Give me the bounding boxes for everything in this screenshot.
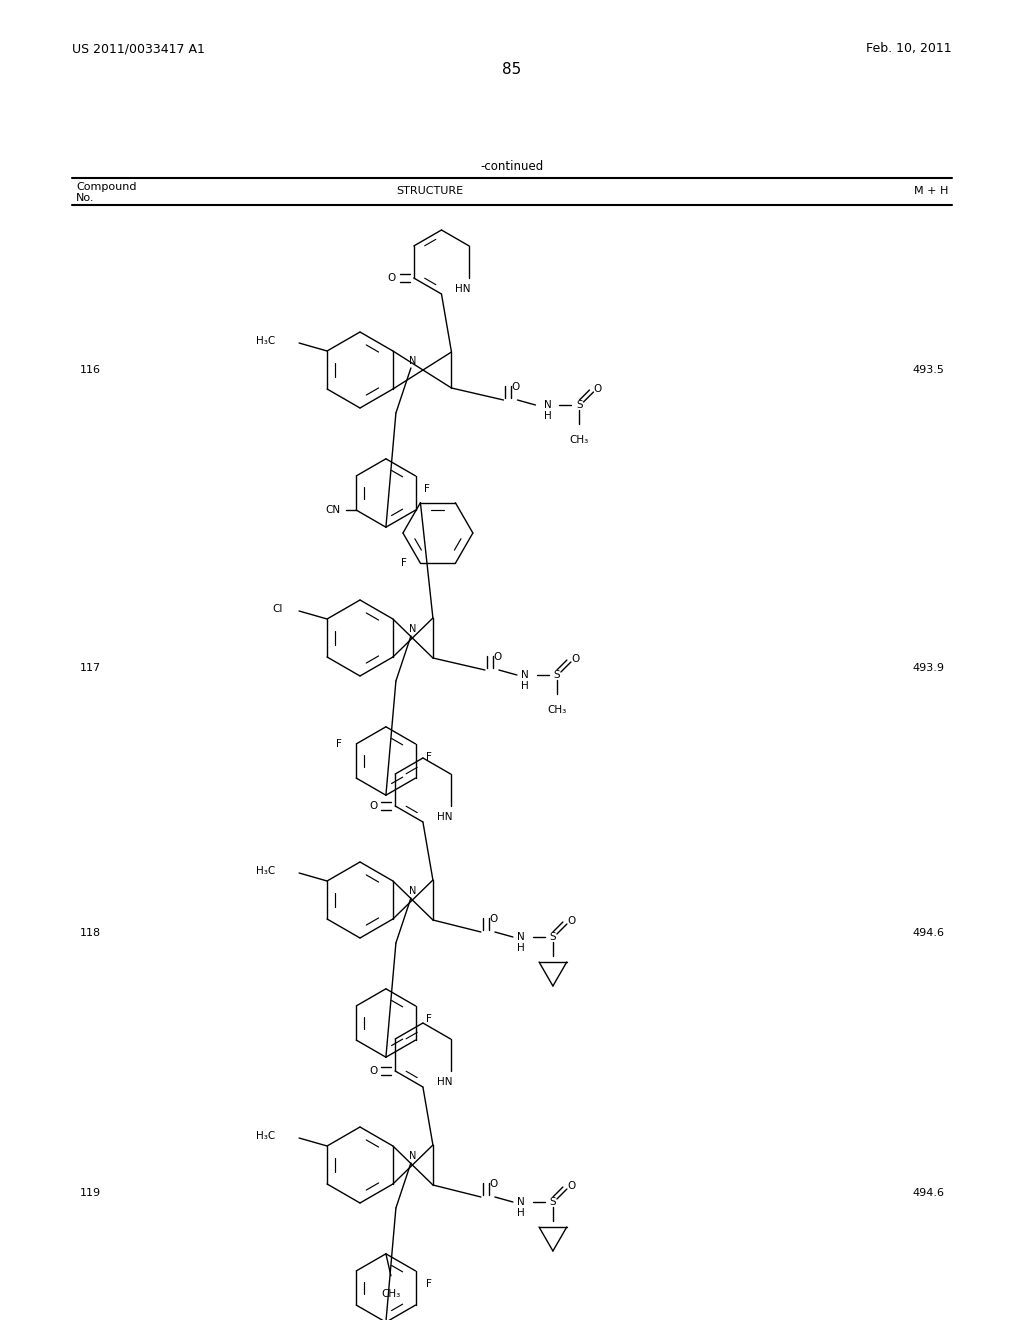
Text: 119: 119 — [80, 1188, 101, 1199]
Text: CH₃: CH₃ — [547, 705, 566, 715]
Text: HN: HN — [456, 284, 471, 294]
Text: N: N — [410, 624, 417, 634]
Text: M + H: M + H — [913, 186, 948, 195]
Text: O: O — [488, 913, 498, 924]
Text: 494.6: 494.6 — [912, 1188, 944, 1199]
Text: S: S — [550, 1197, 556, 1206]
Text: 493.5: 493.5 — [912, 366, 944, 375]
Text: N: N — [521, 671, 528, 680]
Text: HN: HN — [437, 1077, 453, 1086]
Text: CN: CN — [326, 506, 340, 515]
Text: O: O — [488, 1179, 498, 1189]
Text: CH₃: CH₃ — [381, 1288, 400, 1299]
Text: STRUCTURE: STRUCTURE — [396, 186, 464, 195]
Text: Cl: Cl — [272, 605, 283, 614]
Text: H₃C: H₃C — [256, 866, 275, 876]
Text: S: S — [550, 932, 556, 942]
Text: -continued: -continued — [480, 160, 544, 173]
Text: N: N — [517, 932, 524, 942]
Text: H: H — [517, 942, 524, 953]
Text: H: H — [521, 681, 528, 690]
Text: N: N — [517, 1197, 524, 1206]
Text: CH₃: CH₃ — [569, 436, 589, 445]
Text: F: F — [426, 752, 431, 762]
Text: F: F — [424, 484, 429, 494]
Text: H: H — [544, 411, 551, 421]
Text: 85: 85 — [503, 62, 521, 77]
Text: O: O — [594, 384, 602, 393]
Text: H₃C: H₃C — [256, 1131, 275, 1140]
Text: H₃C: H₃C — [256, 337, 275, 346]
Text: O: O — [493, 652, 501, 663]
Text: S: S — [554, 671, 560, 680]
Text: O: O — [567, 916, 575, 927]
Text: 118: 118 — [80, 928, 101, 939]
Text: US 2011/0033417 A1: US 2011/0033417 A1 — [72, 42, 205, 55]
Text: O: O — [369, 801, 377, 810]
Text: 494.6: 494.6 — [912, 928, 944, 939]
Text: H: H — [517, 1208, 524, 1218]
Text: F: F — [426, 1279, 431, 1288]
Text: F: F — [337, 739, 342, 748]
Text: 116: 116 — [80, 366, 101, 375]
Text: O: O — [511, 381, 520, 392]
Text: N: N — [410, 1151, 417, 1162]
Text: 117: 117 — [80, 663, 101, 673]
Text: No.: No. — [76, 193, 94, 203]
Text: 493.9: 493.9 — [912, 663, 944, 673]
Text: HN: HN — [437, 812, 453, 822]
Text: F: F — [426, 1014, 431, 1024]
Text: O: O — [387, 273, 395, 282]
Text: N: N — [410, 356, 417, 366]
Text: O: O — [369, 1067, 377, 1076]
Text: Feb. 10, 2011: Feb. 10, 2011 — [866, 42, 952, 55]
Text: F: F — [400, 558, 407, 569]
Text: N: N — [410, 886, 417, 896]
Text: Compound: Compound — [76, 182, 136, 191]
Text: O: O — [567, 1181, 575, 1191]
Text: O: O — [571, 653, 580, 664]
Text: N: N — [544, 400, 551, 411]
Text: S: S — [577, 400, 583, 411]
